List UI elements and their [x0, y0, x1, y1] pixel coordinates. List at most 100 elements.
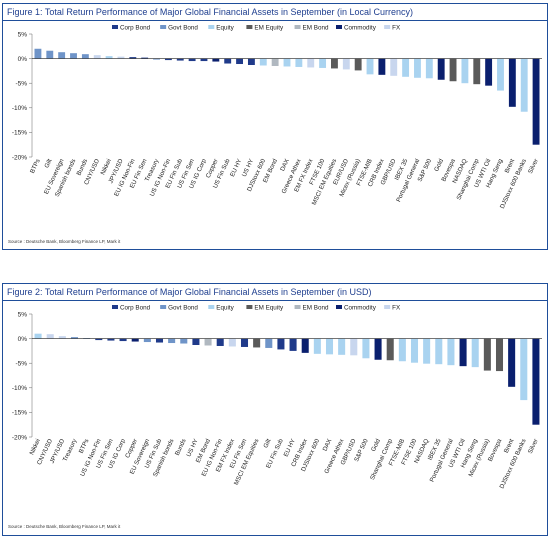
- legend-item-govt-bond: Govt Bond: [160, 25, 198, 32]
- bar-greece-athex: [295, 58, 303, 67]
- legend-item-em-equity: EM Equity: [246, 305, 284, 312]
- bar-djstoxx-600: [313, 338, 321, 354]
- bar-us-fin-sub: [155, 338, 164, 343]
- legend-item-fx: FX: [384, 305, 401, 312]
- bar-em-bond: [271, 58, 279, 66]
- bar-micex-russia: [483, 338, 491, 371]
- legend-swatch-fx: [384, 25, 391, 29]
- x-tick-label-btps: BTPs: [78, 438, 91, 455]
- bar-cny-usd: [46, 334, 54, 339]
- y-tick-label: -15%: [12, 130, 27, 137]
- bar-ftse-mib: [366, 58, 374, 75]
- bar-gbp-usd: [390, 58, 398, 76]
- legend-item-commodity: Commodity: [336, 25, 377, 32]
- bar-brent: [508, 58, 516, 107]
- y-tick-label: 0%: [18, 336, 28, 343]
- y-tick-label: -10%: [12, 385, 27, 392]
- legend-item-em-bond: EM Bond: [294, 25, 329, 32]
- legend-swatch-em-bond: [294, 25, 301, 29]
- bar-ftse-100: [319, 58, 327, 68]
- figure-2-title: Figure 2: Total Return Performance of Ma…: [2, 283, 548, 301]
- bar-crb-index: [378, 58, 386, 75]
- bar-copper: [212, 58, 220, 62]
- legend-swatch-corp-bond: [112, 25, 118, 29]
- bar-us-ig-non-fin: [95, 338, 103, 341]
- legend-label-govt-bond: Govt Bond: [168, 25, 198, 32]
- bar-btps: [34, 48, 42, 59]
- bar-djstoxx-600-banks: [520, 338, 528, 401]
- bar-eu-hy: [236, 58, 243, 65]
- legend-label-fx: FX: [392, 25, 401, 32]
- bar-spanish-bonds: [70, 53, 77, 59]
- bar-jpy-usd: [58, 336, 66, 339]
- legend-label-em-bond: EM Bond: [303, 305, 329, 312]
- bar-eu-ig-non-fin: [129, 57, 137, 59]
- y-tick-label: 5%: [18, 31, 28, 38]
- bar-nikkei: [34, 333, 42, 339]
- legend-swatch-govt-bond: [160, 305, 167, 309]
- figure-2-chart: Corp Bond Govt Bond Equity EM Equity EM Bond…: [12, 305, 542, 490]
- bar-us-fin-sen: [107, 338, 115, 341]
- chart-2-legend: Corp Bond Govt Bond Equity EM Equity EM Bond…: [112, 305, 401, 312]
- bar-em-fx-index: [228, 338, 236, 347]
- bar-jpy-usd: [117, 56, 125, 59]
- figure-1-title: Figure 1: Total Return Performance of Ma…: [2, 3, 548, 21]
- bar-gold: [437, 58, 445, 80]
- legend-swatch-govt-bond: [160, 25, 167, 29]
- bar-eu-sovereign: [58, 52, 66, 59]
- legend-swatch-fx: [384, 305, 391, 309]
- bar-djstoxx-600: [259, 58, 267, 66]
- bar-silver: [532, 58, 540, 145]
- bar-s-p-500: [362, 338, 370, 359]
- bar-bunds: [81, 54, 89, 59]
- bar-us-hy: [192, 338, 200, 345]
- bar-nasdaq: [461, 58, 469, 84]
- x-tick-label-btps: BTPs: [29, 158, 42, 175]
- bar-crb-index: [301, 338, 309, 353]
- legend-item-fx: FX: [384, 25, 401, 32]
- y-tick-label: -5%: [15, 361, 27, 368]
- bar-treasury: [70, 337, 79, 339]
- legend-swatch-commodity: [336, 305, 342, 309]
- legend-item-commodity: Commodity: [336, 305, 377, 312]
- x-tick-label-gilt: Gilt: [43, 158, 53, 170]
- legend-label-fx: FX: [392, 305, 401, 312]
- bar-gilt: [46, 50, 54, 59]
- legend-label-corp-bond: Corp Bond: [120, 25, 151, 32]
- bar-us-ig-corp: [200, 58, 208, 62]
- x-tick-label-brent: Brent: [503, 438, 516, 455]
- y-tick-label: -20%: [12, 434, 27, 441]
- bar-djstoxx-600-banks: [520, 58, 528, 112]
- bar-eu-fin-sub: [176, 58, 184, 61]
- bar-hang-seng: [471, 338, 479, 368]
- y-tick-label: -20%: [12, 154, 27, 161]
- bar-hang-seng: [497, 58, 504, 91]
- bar-dax: [283, 58, 291, 67]
- bar-us-hy: [247, 58, 255, 65]
- legend-item-em-bond: EM Bond: [294, 305, 329, 312]
- legend-item-corp-bond: Corp Bond: [112, 305, 151, 312]
- bar-us-fin-sub: [224, 58, 232, 64]
- figure-1: Figure 1: Total Return Performance of Ma…: [0, 0, 550, 252]
- bar-brent: [508, 338, 516, 387]
- bar-gilt: [265, 338, 273, 348]
- bar-us-ig-non-fin: [164, 58, 172, 61]
- figure-2: Figure 2: Total Return Performance of Ma…: [0, 280, 550, 538]
- legend-item-corp-bond: Corp Bond: [112, 25, 151, 32]
- bar-nikkei: [105, 56, 113, 59]
- bar-greece-athex: [338, 338, 346, 355]
- legend-label-commodity: Commodity: [344, 25, 377, 32]
- bar-silver: [532, 338, 540, 425]
- bar-eu-hy: [289, 338, 297, 351]
- bar-dax: [325, 338, 334, 355]
- y-tick-label: -5%: [15, 81, 27, 88]
- bar-bunds: [180, 338, 188, 344]
- bar-msci-em-equities: [253, 338, 261, 348]
- bar-eu-fin-sen: [141, 57, 149, 59]
- bar-em-fx-index: [307, 58, 315, 68]
- x-tick-label-dax: DAX: [322, 438, 334, 452]
- bar-eu-sovereign: [143, 338, 151, 343]
- legend-label-corp-bond: Corp Bond: [120, 305, 151, 312]
- bar-micex-russia: [354, 58, 362, 71]
- legend-label-em-equity: EM Equity: [254, 25, 284, 32]
